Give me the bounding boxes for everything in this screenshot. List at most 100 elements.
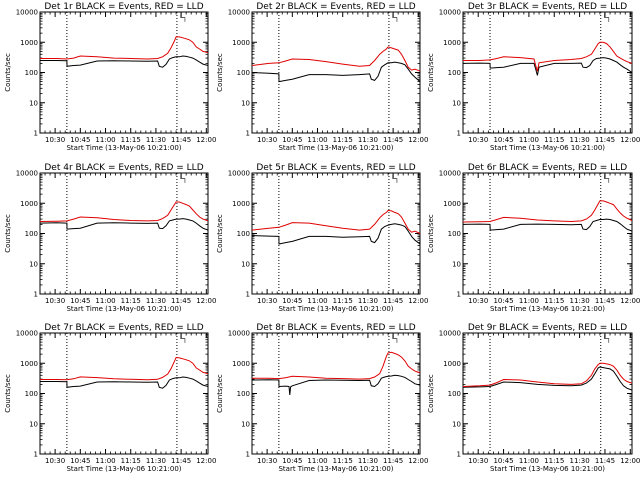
panel-9: Det 9r BLACK = Events, RED = LLD└┐ 1 10 100… (427, 323, 640, 473)
y-tick-label: 10 (452, 260, 461, 268)
series-lld (40, 356, 209, 381)
x-tick-label: 11:15 (544, 457, 564, 465)
y-tick-label: 100 (25, 69, 38, 77)
x-tick-label: 11:15 (121, 297, 141, 305)
panel-3: Det 3r BLACK = Events, RED = LLD└┐ 1 10 100… (427, 2, 640, 152)
x-tick-label: 11:45 (171, 457, 191, 465)
x-tick-label: 11:00 (307, 136, 327, 144)
panel-title: Det 2r BLACK = Events, RED = LLD (256, 2, 415, 12)
y-tick-label: 1 (246, 130, 250, 138)
panel-7: Det 7r BLACK = Events, RED = LLD└┐ 1 10 100… (4, 323, 216, 473)
x-tick-label: 10:30 (45, 457, 65, 465)
x-tick-label: 11:45 (171, 136, 191, 144)
y-tick-label: 100 (237, 69, 250, 77)
panel-6: Det 6r BLACK = Events, RED = LLD└┐ 1 10 100… (427, 163, 640, 313)
x-tick-label: 11:15 (121, 457, 141, 465)
corner-marker: └┐ (391, 13, 399, 22)
y-tick-label: 100 (25, 390, 38, 398)
series-events (251, 61, 421, 83)
x-tick-label: 11:15 (544, 136, 564, 144)
x-tick-label: 10:45 (282, 297, 302, 305)
x-tick-label: 11:00 (95, 136, 115, 144)
corner-marker: └┐ (179, 174, 187, 183)
y-tick-label: 10000 (228, 9, 250, 17)
series-lld (462, 362, 633, 387)
y-tick-label: 10000 (228, 330, 250, 338)
x-tick-label: 12:00 (408, 457, 428, 465)
x-tick-label: 11:45 (383, 457, 403, 465)
panel-title: Det 1r BLACK = Events, RED = LLD (44, 2, 203, 12)
x-axis-label: Start Time (13-May-06 10:21:00) (278, 144, 393, 152)
x-axis-label: Start Time (13-May-06 10:21:00) (490, 305, 605, 313)
x-tick-label: 11:30 (358, 457, 378, 465)
x-tick-label: 12:00 (408, 297, 428, 305)
x-tick-label: 11:15 (544, 297, 564, 305)
y-axis-label: Counts/sec (427, 53, 435, 92)
y-tick-label: 1000 (443, 360, 461, 368)
y-tick-label: 1 (34, 451, 38, 459)
x-tick-label: 11:00 (307, 457, 327, 465)
series-lld (40, 36, 209, 60)
series-events (251, 223, 421, 245)
y-axis-label: Counts/sec (427, 214, 435, 253)
plot-frame (251, 11, 421, 134)
plot-frame (39, 11, 209, 134)
panel-title: Det 9r BLACK = Events, RED = LLD (468, 323, 627, 333)
y-tick-label: 1000 (232, 360, 250, 368)
x-tick-label: 10:30 (468, 136, 488, 144)
x-tick-label: 11:45 (383, 136, 403, 144)
panel-5: Det 5r BLACK = Events, RED = LLD└┐ 1 10 100… (216, 163, 428, 313)
x-axis-label: Start Time (13-May-06 10:21:00) (278, 465, 393, 473)
y-tick-label: 10000 (16, 330, 38, 338)
plot-frame (462, 172, 633, 295)
y-tick-label: 1000 (232, 39, 250, 47)
y-tick-label: 1 (457, 130, 461, 138)
series-lld (251, 46, 421, 72)
plot-frame (39, 332, 209, 455)
series-lld (39, 201, 209, 222)
corner-marker: └┐ (602, 174, 610, 183)
x-tick-label: 12:00 (408, 136, 428, 144)
x-tick-label: 11:30 (358, 136, 378, 144)
x-tick-label: 11:00 (95, 457, 115, 465)
panel-title: Det 3r BLACK = Events, RED = LLD (468, 2, 627, 12)
y-tick-label: 100 (25, 230, 38, 238)
y-axis-label: Counts/sec (427, 374, 435, 413)
corner-marker: └┐ (602, 334, 610, 343)
y-axis-label: Counts/sec (4, 214, 12, 253)
x-tick-label: 12:00 (620, 136, 640, 144)
panel-title: Det 8r BLACK = Events, RED = LLD (256, 323, 415, 333)
x-tick-label: 11:45 (595, 297, 615, 305)
x-tick-label: 11:30 (358, 297, 378, 305)
y-tick-label: 10 (241, 420, 250, 428)
corner-marker: └┐ (179, 334, 187, 343)
y-tick-label: 10 (29, 260, 38, 268)
y-axis-label: Counts/sec (4, 53, 12, 92)
x-tick-label: 11:15 (333, 136, 353, 144)
y-tick-label: 1 (34, 291, 38, 299)
x-tick-label: 10:30 (468, 457, 488, 465)
panel-title: Det 6r BLACK = Events, RED = LLD (468, 163, 627, 173)
x-tick-label: 11:45 (595, 136, 615, 144)
x-tick-label: 11:30 (146, 457, 166, 465)
y-tick-label: 1000 (20, 39, 38, 47)
y-tick-label: 100 (448, 230, 461, 238)
panel-title: Det 4r BLACK = Events, RED = LLD (44, 163, 203, 173)
y-tick-label: 1 (457, 451, 461, 459)
series-events (39, 218, 209, 231)
y-tick-label: 10000 (16, 9, 38, 17)
y-tick-label: 10000 (439, 330, 461, 338)
series-events (40, 376, 209, 389)
y-tick-label: 100 (237, 230, 250, 238)
x-tick-label: 10:45 (70, 136, 90, 144)
panel-4: Det 4r BLACK = Events, RED = LLD└┐ 1 10 100… (4, 163, 216, 313)
corner-marker: └┐ (602, 13, 610, 22)
x-tick-label: 11:30 (570, 136, 590, 144)
plot-frame (251, 332, 421, 455)
series-lld (462, 200, 633, 223)
y-axis-label: Counts/sec (216, 53, 224, 92)
y-tick-label: 1 (457, 291, 461, 299)
y-tick-label: 10 (452, 99, 461, 107)
x-tick-label: 10:45 (493, 136, 513, 144)
plot-frame (462, 332, 633, 455)
